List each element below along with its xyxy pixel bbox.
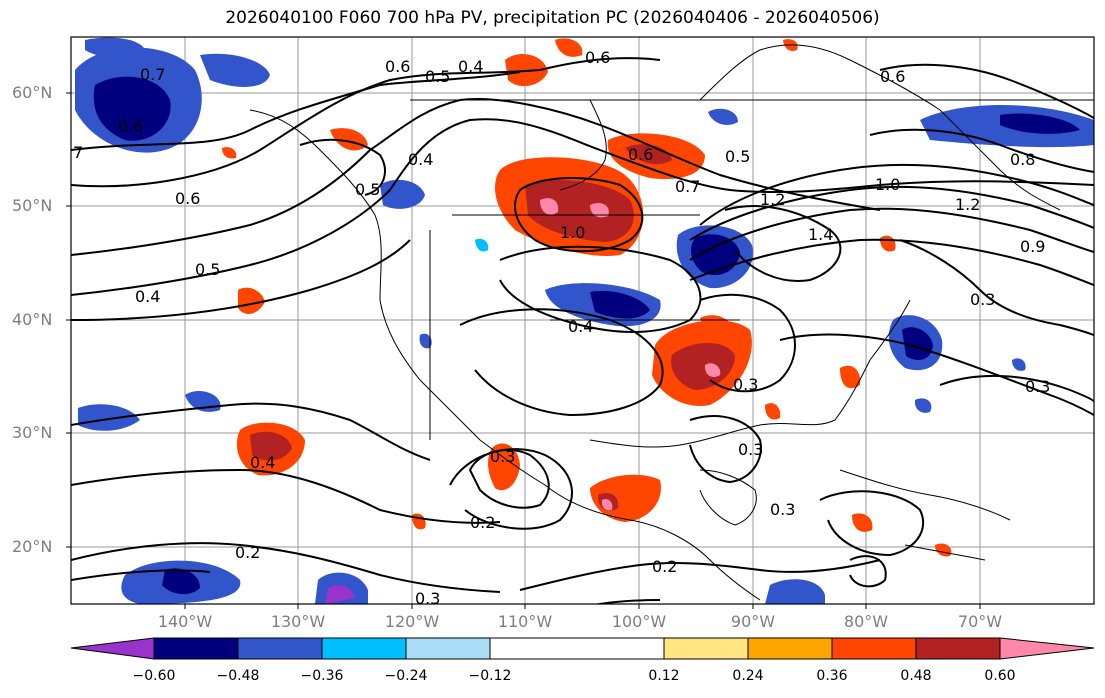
contour-label: 0.7 (140, 65, 165, 84)
lon-label: 100°W (611, 612, 667, 631)
colorbar-tick-label: 0.12 (648, 668, 680, 684)
contour-label: 0.5 (425, 67, 450, 86)
contour-label: 0.2 (235, 543, 260, 562)
pv-contours (71, 57, 1094, 604)
contour-label: 0.9 (1020, 237, 1045, 256)
lon-label: 90°W (730, 612, 776, 631)
contour-label: 0.6 (118, 117, 143, 136)
colorbar-segment (238, 638, 322, 659)
colorbar-tick-label: −0.24 (384, 668, 428, 684)
contour-label: 7 (73, 143, 83, 162)
colorbar-tick-label: −0.12 (468, 668, 512, 684)
contour-label: 0.5 (725, 147, 750, 166)
colorbar-segment (490, 638, 664, 659)
colorbar-segment (406, 638, 490, 659)
contour-label: 1.4 (808, 225, 833, 244)
colorbar-segment (322, 638, 406, 659)
lat-label: 20°N (12, 537, 53, 556)
coastlines (249, 44, 1094, 601)
colorbar-tick-label: −0.36 (300, 668, 344, 684)
axis-ticks (66, 92, 981, 609)
colorbar (70, 637, 1095, 660)
lon-label: 130°W (270, 612, 326, 631)
colorbar-segment (1000, 638, 1094, 659)
contour-label: 0.4 (135, 287, 160, 306)
colorbar-segment (71, 638, 154, 659)
negative-precip-regions (75, 37, 1094, 604)
gridlines (71, 37, 1094, 604)
lat-label: 30°N (12, 423, 53, 442)
colorbar-segment (154, 638, 238, 659)
colorbar-tick-label: 0.48 (900, 668, 932, 684)
contour-label: 0.3 (970, 290, 995, 309)
contour-label: 0.4 (408, 150, 433, 169)
colorbar-segment (664, 638, 748, 659)
colorbar-tick-label: 0.60 (984, 668, 1016, 684)
contour-labels: 0.7 0.6 7 0.6 0.5 0.4 0.4 0.6 0.5 0.6 0.… (73, 48, 1050, 608)
contour-label: 0.3 (770, 500, 795, 519)
contour-label: 0.2 (652, 557, 677, 576)
contour-label: 0.5 (355, 180, 380, 199)
contour-label: 0.4 (458, 57, 483, 76)
contour-label: 0.3 (490, 447, 515, 466)
lon-label: 80°W (843, 612, 889, 631)
contour-label: 1.2 (955, 195, 980, 214)
contour-label: 1.0 (560, 223, 585, 242)
contour-label: 0.7 (675, 177, 700, 196)
contour-label: 0.6 (880, 67, 905, 86)
lon-label: 110°W (497, 612, 553, 631)
contour-label: 0.5 (195, 260, 220, 279)
contour-label: 0.6 (385, 57, 410, 76)
colorbar-tick-label: 0.36 (816, 668, 848, 684)
lon-label: 120°W (384, 612, 440, 631)
contour-label: 0.6 (628, 145, 653, 164)
lat-label: 50°N (12, 196, 53, 215)
contour-label: 0.3 (733, 375, 758, 394)
contour-label: 0.3 (738, 440, 763, 459)
colorbar-tick-label: −0.60 (132, 668, 176, 684)
contour-label: 1.2 (760, 190, 785, 209)
lon-label: 140°W (157, 612, 213, 631)
lat-label: 40°N (12, 310, 53, 329)
colorbar-segment (748, 638, 832, 659)
contour-label: 0.3 (415, 589, 440, 608)
contour-label: 0.6 (585, 48, 610, 67)
colorbar-segment (832, 638, 916, 659)
colorbar-segment (916, 638, 1000, 659)
contour-label: 0.3 (1025, 377, 1050, 396)
contour-label: 0.6 (175, 189, 200, 208)
contour-label: 0.4 (250, 453, 275, 472)
map-title: 2026040100 F060 700 hPa PV, precipitatio… (225, 8, 880, 28)
contour-label: 0.8 (1010, 150, 1035, 169)
colorbar-tick-label: 0.24 (732, 668, 764, 684)
colorbar-tick-label: −0.48 (216, 668, 260, 684)
contour-label: 1.0 (875, 175, 900, 194)
contour-label: 0.4 (568, 317, 593, 336)
lon-label: 70°W (957, 612, 1003, 631)
contour-label: 0.2 (470, 513, 495, 532)
lat-label: 60°N (12, 83, 53, 102)
